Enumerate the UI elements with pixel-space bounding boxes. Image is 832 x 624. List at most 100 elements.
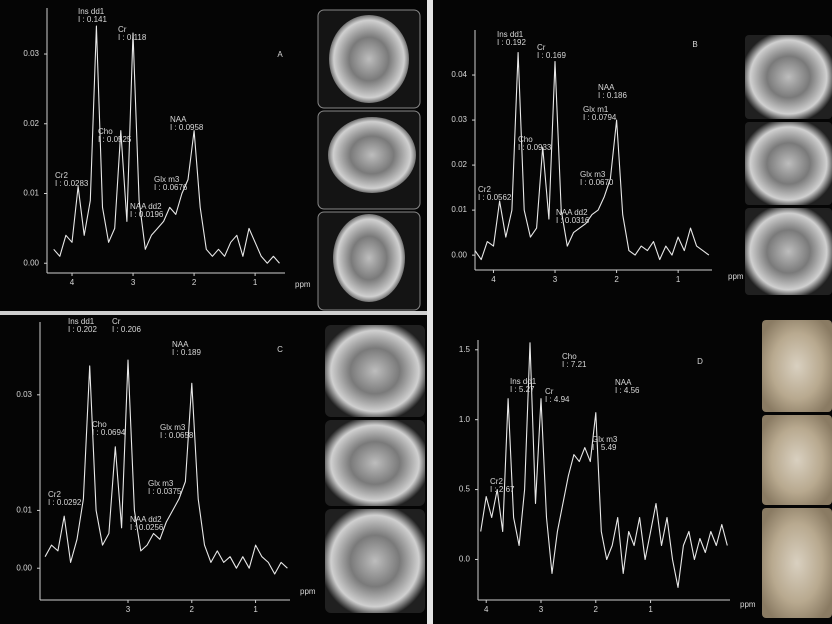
peak-name: Cr [112,317,121,326]
peak-integral: I : 0.192 [497,38,526,47]
x-tick-label: 2 [614,275,619,284]
peak-name: Ins dd1 [78,7,105,16]
y-tick-label: 0.00 [16,563,32,572]
x-axis-label: ppm [295,280,311,289]
panel-label: C [277,345,283,354]
peak-name: Cr [545,387,554,396]
peak-name: Cr [118,25,127,34]
y-tick-label: 0.00 [23,258,39,267]
peak-integral: I : 4.56 [615,386,640,395]
peak-integral: I : 0.0676 [154,183,188,192]
y-tick-label: 0.00 [451,250,467,259]
peak-integral: I : 4.94 [545,395,570,404]
x-tick-label: 2 [190,605,195,614]
x-tick-label: 3 [131,278,136,287]
y-tick-label: 0.04 [451,70,467,79]
peak-name: Ins dd1 [510,377,537,386]
peak-name: NAA [172,340,189,349]
peak-name: NAA [598,83,615,92]
y-tick-label: 0.03 [16,390,32,399]
y-tick-label: 0.03 [451,115,467,124]
spectrum-line [474,51,710,261]
peak-integral: I : 0.0375 [148,487,182,496]
peak-integral: I : 0.141 [78,15,107,24]
peak-integral: I : 0.0562 [478,193,512,202]
peak-integral: I : 0.206 [112,325,141,334]
peak-integral: I : 0.0196 [130,210,164,219]
peak-integral: I : 0.189 [172,348,201,357]
peak-integral: I : 0.0658 [160,431,194,440]
peak-name: Glx m3 [154,175,180,184]
x-axis-label: ppm [300,587,316,596]
peak-integral: I : 5.49 [592,443,617,452]
y-tick-label: 0.01 [451,205,467,214]
peak-integral: I : 0.169 [537,51,566,60]
x-tick-label: 1 [676,275,681,284]
y-tick-label: 0.02 [451,160,467,169]
mri-images [317,9,832,618]
peak-name: Glx m3 [580,170,606,179]
peak-name: NAA dd2 [130,202,162,211]
y-tick-label: 0.01 [23,189,39,198]
peak-name: Cho [98,127,113,136]
peak-name: Glx m3 [148,479,174,488]
peak-integral: I : 0.0525 [98,135,132,144]
peak-name: Glx m1 [583,105,609,114]
peak-integral: I : 0.0316 [556,216,590,225]
y-tick-label: 1.5 [459,345,471,354]
x-tick-label: 1 [253,605,258,614]
x-tick-label: 1 [648,605,653,614]
x-tick-label: 3 [126,605,131,614]
x-tick-label: 4 [484,605,489,614]
peak-name: NAA [170,115,187,124]
peak-name: Cho [562,352,577,361]
peak-name: Cr [537,43,546,52]
peak-name: Cho [92,420,107,429]
peak-integral: I : 0.0292 [48,498,82,507]
x-tick-label: 2 [192,278,197,287]
peak-integral: I : 0.0794 [583,113,617,122]
y-tick-label: 0.03 [23,49,39,58]
y-tick-label: 0.0 [459,555,471,564]
divider [0,311,427,315]
spectrum-line [53,25,280,264]
panel-label: A [277,50,283,59]
x-tick-label: 4 [491,275,496,284]
y-tick-label: 0.02 [23,119,39,128]
peak-name: Cr2 [478,185,491,194]
peak-name: NAA dd2 [130,515,162,524]
peak-integral: I : 7.21 [562,360,587,369]
x-tick-label: 3 [553,275,558,284]
peak-name: Cr2 [490,477,503,486]
peak-name: Cho [518,135,533,144]
x-tick-label: 3 [539,605,544,614]
peak-integral: I : 0.0933 [518,143,552,152]
peak-integral: I : 0.0256 [130,523,164,532]
peak-integral: I : 0.0283 [55,179,89,188]
x-tick-label: 2 [594,605,599,614]
y-tick-label: 0.01 [16,506,32,515]
x-axis-label: ppm [740,600,756,609]
peak-name: Ins dd1 [497,30,524,39]
peak-integral: I : 0.118 [118,33,147,42]
x-tick-label: 1 [253,278,258,287]
peak-integral: I : 0.202 [68,325,97,334]
peak-integral: I : 0.0670 [580,178,614,187]
peak-integral: I : 5.27 [510,385,535,394]
y-tick-label: 0.5 [459,485,471,494]
spectrum-line [44,359,288,575]
x-axis-label: ppm [728,272,744,281]
peak-integral: I : 0.186 [598,91,627,100]
peak-integral: I : 2.67 [490,485,515,494]
spectrum-line [480,342,728,588]
peak-name: NAA [615,378,632,387]
x-tick-label: 4 [70,278,75,287]
peak-name: Glx m3 [160,423,186,432]
peak-name: Ins dd1 [68,317,95,326]
peak-name: Cr2 [48,490,61,499]
peak-name: NAA dd2 [556,208,588,217]
y-tick-label: 1.0 [459,415,471,424]
panel-label: D [697,357,703,366]
panel-label: B [692,40,697,49]
